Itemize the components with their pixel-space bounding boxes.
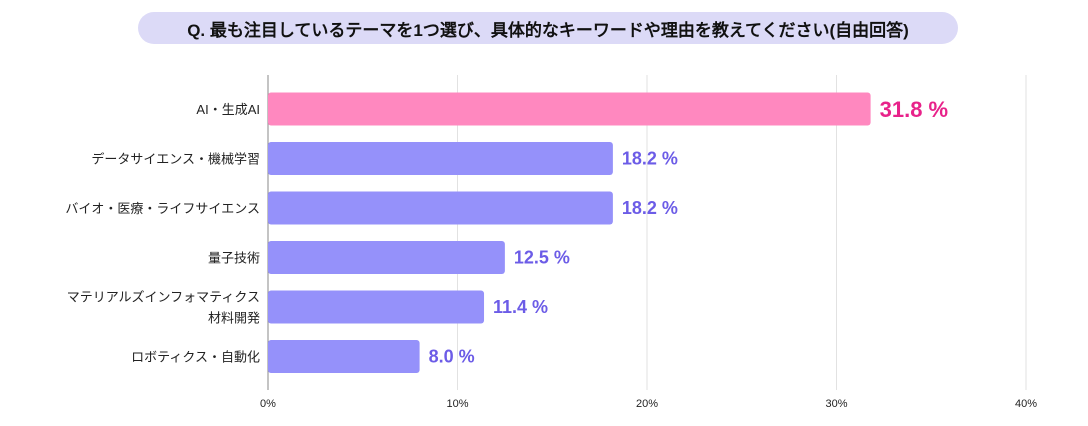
category-label: マテリアルズインフォマティクス [67, 290, 260, 305]
value-label: 31.8 % [880, 97, 949, 122]
value-label: 11.4 % [493, 297, 548, 317]
x-tick-label: 0% [260, 398, 276, 410]
category-label: 材料開発 [208, 311, 260, 326]
value-label: 12.5 % [514, 248, 570, 268]
x-tick-label: 10% [446, 398, 468, 410]
chart-title: Q. 最も注目しているテーマを1つ選び、具体的なキーワードや理由を教えてください… [138, 12, 958, 44]
bar [268, 142, 613, 175]
category-label: ロボティクス・自動化 [131, 350, 260, 365]
bar [268, 340, 420, 373]
bar [268, 241, 505, 274]
category-label: 量子技術 [208, 251, 260, 266]
value-label: 18.2 % [622, 149, 678, 169]
bar [268, 191, 613, 225]
x-tick-label: 30% [825, 398, 847, 410]
category-label: バイオ・医療・ライフサイエンス [65, 201, 260, 216]
value-label: 18.2 % [622, 198, 678, 218]
value-label: 8.0 % [429, 347, 475, 367]
x-tick-label: 20% [636, 398, 658, 410]
x-tick-label: 40% [1015, 398, 1037, 410]
category-label: AI・生成AI [196, 102, 260, 117]
bar [268, 290, 485, 324]
category-label: データサイエンス・機械学習 [91, 152, 260, 167]
bar [268, 92, 871, 126]
